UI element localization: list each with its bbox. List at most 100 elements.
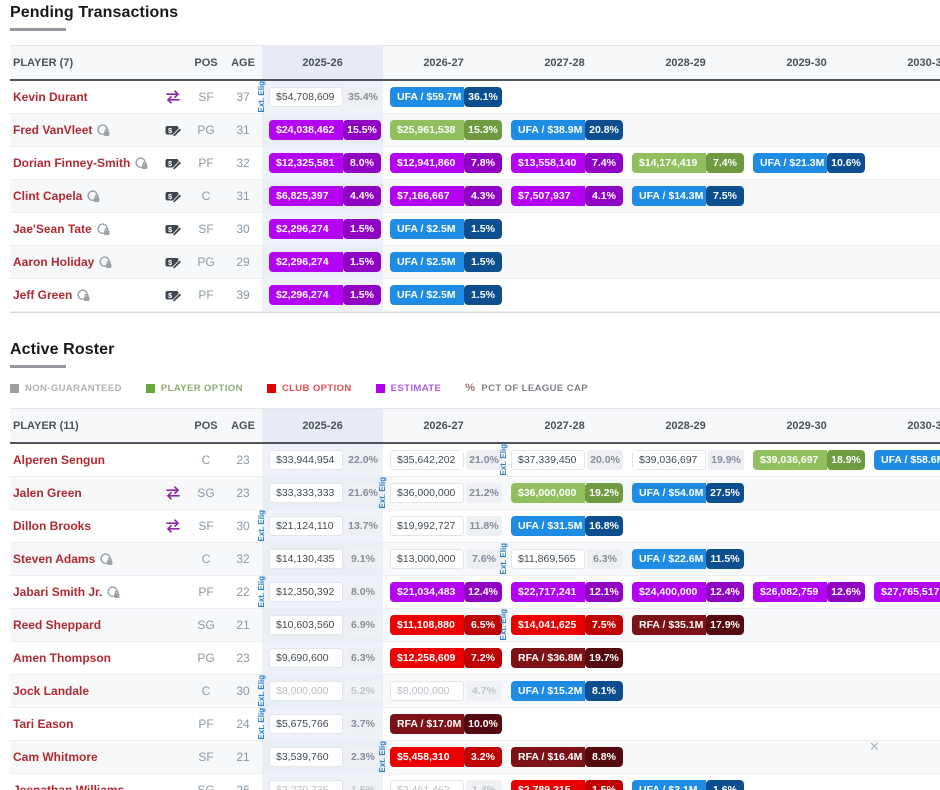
year-cell [625,114,746,146]
age-column-header[interactable]: AGE [231,419,255,432]
year-cell: $33,944,954 22.0% [262,444,383,476]
extension-eligible-label: Ext. Elig. [257,510,266,542]
salary-value: $2,461,462 [390,780,464,790]
year-column-header[interactable]: 2025-26 [262,46,383,79]
player-column-header[interactable]: PLAYER (11) [13,419,79,432]
player-link[interactable]: Dorian Finney-Smith [13,156,131,170]
close-icon[interactable]: ✕ [869,739,880,754]
player-link[interactable]: Clint Capela [13,189,83,203]
salary-badge-ufa: UFA / $31.5M 16.8% [511,516,623,536]
status-icon-cell: $ [158,180,188,212]
year-cell [746,675,867,707]
lock-icon [99,255,112,268]
salary-value: $14,174,419 [632,153,706,173]
salary-value: $35,642,202 [390,450,464,470]
salary-table: PLAYER (11) POS AGE 2025-26 2026-27 2027-28 20… [10,408,940,790]
cap-percentage: 7.5% [706,186,744,206]
cap-percentage: 9.1% [345,549,381,569]
table-row: Jalen Green SG 23 $33,333,333 21.6% Ext. Elig… [10,477,940,510]
year-column-header[interactable]: 2026-27 [423,419,464,432]
player-link[interactable]: Reed Sheppard [13,618,102,632]
year-column-header[interactable]: 2028-29 [665,56,706,69]
player-link[interactable]: Jabari Smith Jr. [13,585,103,599]
year-cell [625,675,746,707]
pos-column-header[interactable]: POS [194,56,218,69]
salary-badge-player-option: $39,036,697 18.9% [753,450,865,470]
salary-value: $21,034,483 [390,582,464,602]
salary-table: PLAYER (7) POS AGE 2025-26 2026-27 2027-28 202… [10,45,940,313]
position-cell: PF [198,585,214,599]
player-column-header[interactable]: PLAYER (7) [13,56,74,69]
player-link[interactable]: Jeenathan Williams [13,783,125,790]
salary-badge-club-option: $12,258,609 7.2% [390,648,502,668]
year-cell: $22,717,241 12.1% [504,576,625,608]
legend-item: NON-GUARANTEED [10,383,122,394]
player-link[interactable]: Amen Thompson [13,651,111,665]
year-cell [746,180,867,212]
player-name-cell: Reed Sheppard [10,609,158,641]
year-cell [625,279,746,311]
cap-percentage: 4.3% [464,186,502,206]
player-link[interactable]: Jock Landale [13,684,90,698]
salary-badge-club-option: $2,789,215 1.5% [511,780,623,790]
year-column-header[interactable]: 2028-29 [665,419,706,432]
salary-value: $13,558,140 [511,153,585,173]
player-link[interactable]: Cam Whitmore [13,750,98,764]
salary-badge-estimate: $27,765,517 [874,582,940,602]
year-column-header[interactable]: 2025-26 [262,409,383,442]
year-column-header[interactable]: 2027-28 [544,56,585,69]
player-name-cell: Kevin Durant [10,81,158,113]
year-cell: UFA / $22.6M 11.5% [625,543,746,575]
year-column-header[interactable]: 2030-31 [907,419,940,432]
status-icon-cell [158,774,188,790]
year-cell [867,642,940,674]
lock-icon [97,123,110,136]
legend: NON-GUARANTEED PLAYER OPTION CLUB OPTION ES… [10,382,940,394]
position-cell: C [201,684,211,698]
salary-value: $10,603,560 [269,615,343,635]
player-link[interactable]: Steven Adams [13,552,96,566]
year-cell: $11,108,880 6.5% [383,609,504,641]
age-cell: 21 [236,750,250,764]
player-link[interactable]: Dillon Brooks [13,519,92,533]
player-link[interactable]: Fred VanVleet [13,123,93,137]
status-icon-cell [158,576,188,608]
year-column-header[interactable]: 2029-30 [786,56,827,69]
age-cell: 22 [236,585,250,599]
year-cell: UFA / $59.7M 36.1% [383,81,504,113]
year-column-header[interactable]: 2026-27 [423,56,464,69]
player-link[interactable]: Aaron Holiday [13,255,95,269]
age-cell: 30 [236,222,250,236]
salary-badge-club-option: $11,108,880 6.5% [390,615,502,635]
player-link[interactable]: Tari Eason [13,717,74,731]
salary-value: $39,036,697 [753,450,827,470]
player-link[interactable]: Jae'Sean Tate [13,222,92,236]
player-link[interactable]: Jeff Green [13,288,73,302]
year-cell [625,642,746,674]
cap-percentage: 7.5% [585,615,623,635]
year-cell: $19,992,727 11.8% [383,510,504,542]
svg-text:$: $ [168,125,173,134]
legend-label: ESTIMATE [390,382,442,394]
age-column-header[interactable]: AGE [231,56,255,69]
extension-eligible-label: Ext. Elig. [257,675,266,707]
table-header-row: PLAYER (7) POS AGE 2025-26 2026-27 2027-28 202… [10,46,940,81]
pos-column-header[interactable]: POS [194,419,218,432]
age-cell: 24 [236,717,250,731]
status-icon-cell: $ [158,246,188,278]
year-column-header[interactable]: 2027-28 [544,419,585,432]
year-cell: $39,036,697 18.9% [746,444,867,476]
table-row: Kevin Durant SF 37 Ext. Elig. $54,708,609 35.… [10,81,940,114]
player-link[interactable]: Kevin Durant [13,90,88,104]
year-column-header[interactable]: 2029-30 [786,419,827,432]
salary-badge-ufa: UFA / $3.1M 1.6% [632,780,744,790]
roster-section: Pending Transactions PLAYER (7) POS AGE 2025… [10,2,940,313]
player-link[interactable]: Alperen Sengun [13,453,106,467]
cap-percentage: 1.5% [345,780,381,790]
year-column-header[interactable]: 2030-31 [907,56,940,69]
year-cell: Ext. Elig. $14,041,625 7.5% [499,609,625,641]
player-link[interactable]: Jalen Green [13,486,82,500]
legend-swatch [145,383,155,393]
salary-value: $24,400,000 [632,582,706,602]
